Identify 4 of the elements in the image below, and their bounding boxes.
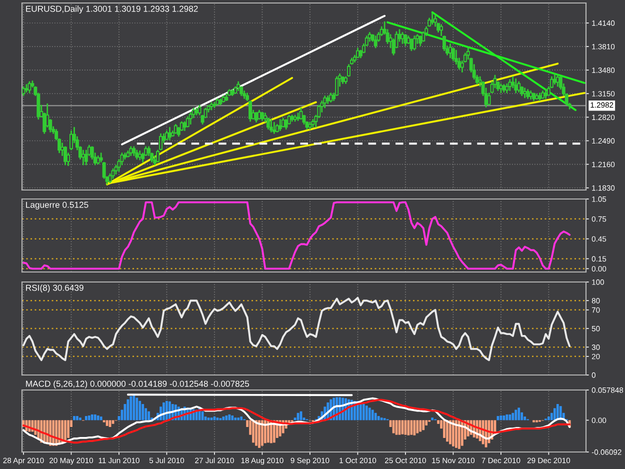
chart-title: EURUSD,Daily 1.3001 1.3019 1.2933 1.2982 — [26, 6, 198, 14]
chart-title: RSI(8) 30.6439 — [26, 284, 84, 293]
chart-title: MACD (5,26,12) 0.000000 -0.014189 -0.012548 -0.007825 — [26, 380, 250, 388]
chart-title: Laguerre 0.5125 — [26, 202, 88, 210]
